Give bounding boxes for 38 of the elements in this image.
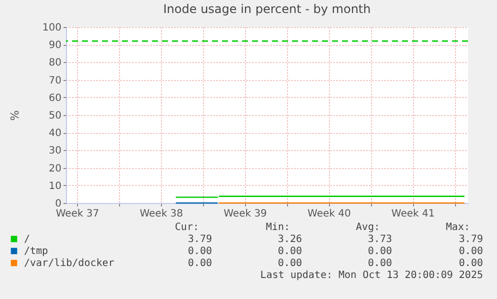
text: Avg:	[356, 222, 380, 233]
chart-title: Inode usage in percent - by month	[163, 2, 371, 16]
y-tick-label: 30	[48, 146, 62, 157]
y-tick-label: 60	[48, 92, 62, 104]
text: 3.73	[368, 234, 392, 245]
text: 3.79	[188, 234, 212, 245]
text: Cur:	[174, 222, 199, 233]
text: 0.00	[458, 258, 483, 269]
legend-label: /tmp	[24, 246, 48, 257]
y-tick-label: 50	[48, 110, 62, 122]
y-tick-label: 90	[48, 40, 62, 52]
legend-label: /var/lib/docker	[24, 258, 114, 269]
y-tick-label: 0	[55, 198, 62, 210]
y-axis-title: %	[8, 110, 22, 121]
x-tick-label: Week 39	[224, 208, 267, 220]
text: Min:	[266, 222, 290, 233]
text: 0.00	[188, 246, 212, 257]
text: Last update: Mon Oct 13 20:00:09 2025	[260, 270, 483, 281]
text: 0.00	[278, 246, 302, 257]
text: 0.00	[188, 258, 212, 269]
y-tick-label: 20	[48, 163, 62, 174]
text: 0.00	[458, 246, 483, 257]
x-tick-label: Week 41	[391, 208, 435, 220]
text: 0.00	[368, 258, 392, 269]
y-tick-label: 80	[48, 58, 62, 69]
y-tick-label: 40	[48, 128, 62, 140]
x-tick-label: Week 37	[56, 208, 100, 220]
text: 0.00	[368, 246, 392, 257]
y-tick-label: 100	[42, 22, 62, 34]
legend-label: /	[24, 234, 30, 245]
text: 3.79	[458, 234, 483, 245]
y-tick-label: 10	[48, 180, 62, 192]
text: 0.00	[278, 258, 302, 269]
text: Max:	[446, 222, 470, 233]
x-tick-label: Week 40	[308, 208, 351, 220]
y-tick-label: 70	[48, 75, 62, 86]
x-tick-label: Week 38	[140, 208, 184, 220]
text: 3.26	[278, 234, 302, 245]
